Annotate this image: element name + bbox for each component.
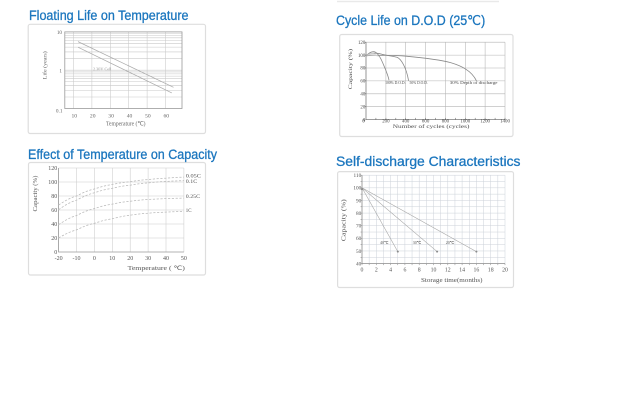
svg-text:30% Depth of discharge: 30% Depth of discharge — [450, 80, 498, 85]
svg-text:0.05C: 0.05C — [186, 175, 201, 180]
svg-text:40: 40 — [356, 261, 362, 267]
svg-text:40℃: 40℃ — [380, 240, 389, 245]
svg-text:90: 90 — [356, 198, 362, 204]
svg-text:0.1C: 0.1C — [186, 180, 198, 185]
svg-text:600: 600 — [422, 120, 430, 125]
svg-text:0: 0 — [93, 256, 96, 262]
svg-text:60: 60 — [356, 236, 362, 242]
svg-text:0.1: 0.1 — [56, 109, 63, 115]
svg-text:120: 120 — [358, 41, 366, 46]
svg-text:400: 400 — [402, 120, 410, 125]
svg-text:0.25C: 0.25C — [186, 195, 200, 200]
svg-text:100: 100 — [353, 186, 361, 192]
svg-text:30: 30 — [108, 114, 114, 120]
svg-text:70: 70 — [356, 224, 362, 230]
svg-text:18: 18 — [488, 267, 494, 273]
svg-text:1: 1 — [59, 68, 62, 74]
svg-text:60: 60 — [164, 114, 170, 120]
svg-text:40: 40 — [51, 222, 57, 228]
svg-text:-20: -20 — [55, 256, 63, 262]
svg-text:100: 100 — [358, 54, 366, 59]
svg-text:20℃: 20℃ — [446, 240, 455, 245]
svg-text:60: 60 — [51, 208, 57, 214]
svg-text:8: 8 — [418, 267, 421, 273]
svg-text:1200: 1200 — [480, 120, 490, 125]
svg-text:Life (years): Life (years) — [42, 51, 49, 79]
svg-text:50% D.O.D.: 50% D.O.D. — [410, 80, 428, 85]
svg-text:10: 10 — [57, 30, 63, 36]
svg-text:1000: 1000 — [460, 120, 470, 125]
svg-text:30: 30 — [145, 256, 151, 262]
svg-text:50: 50 — [145, 114, 151, 120]
svg-text:2: 2 — [375, 267, 378, 273]
svg-text:1400: 1400 — [500, 120, 510, 125]
svg-text:40: 40 — [163, 256, 169, 262]
svg-text:1C: 1C — [186, 209, 192, 214]
svg-text:30℃: 30℃ — [413, 240, 422, 245]
svg-text:0: 0 — [54, 250, 57, 256]
svg-text:60: 60 — [360, 80, 365, 85]
svg-text:0: 0 — [363, 118, 366, 123]
svg-text:110: 110 — [354, 173, 362, 179]
svg-text:80: 80 — [51, 194, 57, 200]
svg-text:Capacity (%): Capacity (%) — [32, 176, 39, 212]
svg-text:40: 40 — [127, 114, 133, 120]
svg-text:20: 20 — [90, 114, 96, 120]
svg-text:100: 100 — [48, 180, 57, 186]
svg-text:100% D.O.D.: 100% D.O.D. — [385, 80, 405, 85]
svg-text:Capacity (%): Capacity (%) — [347, 49, 354, 90]
svg-text:Capacity (%): Capacity (%) — [341, 199, 348, 241]
svg-text:6: 6 — [403, 267, 406, 273]
svg-text:50: 50 — [356, 249, 362, 255]
svg-text:800: 800 — [442, 120, 450, 125]
svg-text:50: 50 — [181, 256, 187, 262]
svg-text:-10: -10 — [73, 256, 81, 262]
svg-text:12: 12 — [445, 267, 451, 273]
svg-text:40: 40 — [360, 93, 365, 98]
svg-text:20: 20 — [51, 236, 57, 242]
svg-text:10: 10 — [109, 256, 115, 262]
svg-text:14: 14 — [459, 267, 465, 273]
svg-text:20: 20 — [360, 105, 365, 110]
svg-text:80: 80 — [356, 211, 362, 217]
svg-text:80: 80 — [360, 67, 365, 72]
svg-text:2.30V Cell: 2.30V Cell — [93, 66, 112, 71]
svg-text:Number of cycles (cycles): Number of cycles (cycles) — [393, 123, 470, 130]
svg-text:Temperature (℃): Temperature (℃) — [106, 121, 146, 128]
svg-text:0: 0 — [362, 120, 365, 125]
svg-text:Storage time(months): Storage time(months) — [421, 277, 483, 284]
svg-text:20: 20 — [502, 267, 508, 273]
svg-text:10: 10 — [431, 267, 437, 273]
svg-text:120: 120 — [48, 166, 57, 172]
svg-text:0: 0 — [361, 267, 364, 273]
svg-text:4: 4 — [389, 267, 392, 273]
svg-text:16: 16 — [474, 267, 480, 273]
svg-text:200: 200 — [382, 120, 390, 125]
svg-text:Temperature ( ℃): Temperature ( ℃) — [128, 265, 185, 272]
svg-text:20: 20 — [127, 256, 133, 262]
svg-text:10: 10 — [72, 114, 78, 120]
